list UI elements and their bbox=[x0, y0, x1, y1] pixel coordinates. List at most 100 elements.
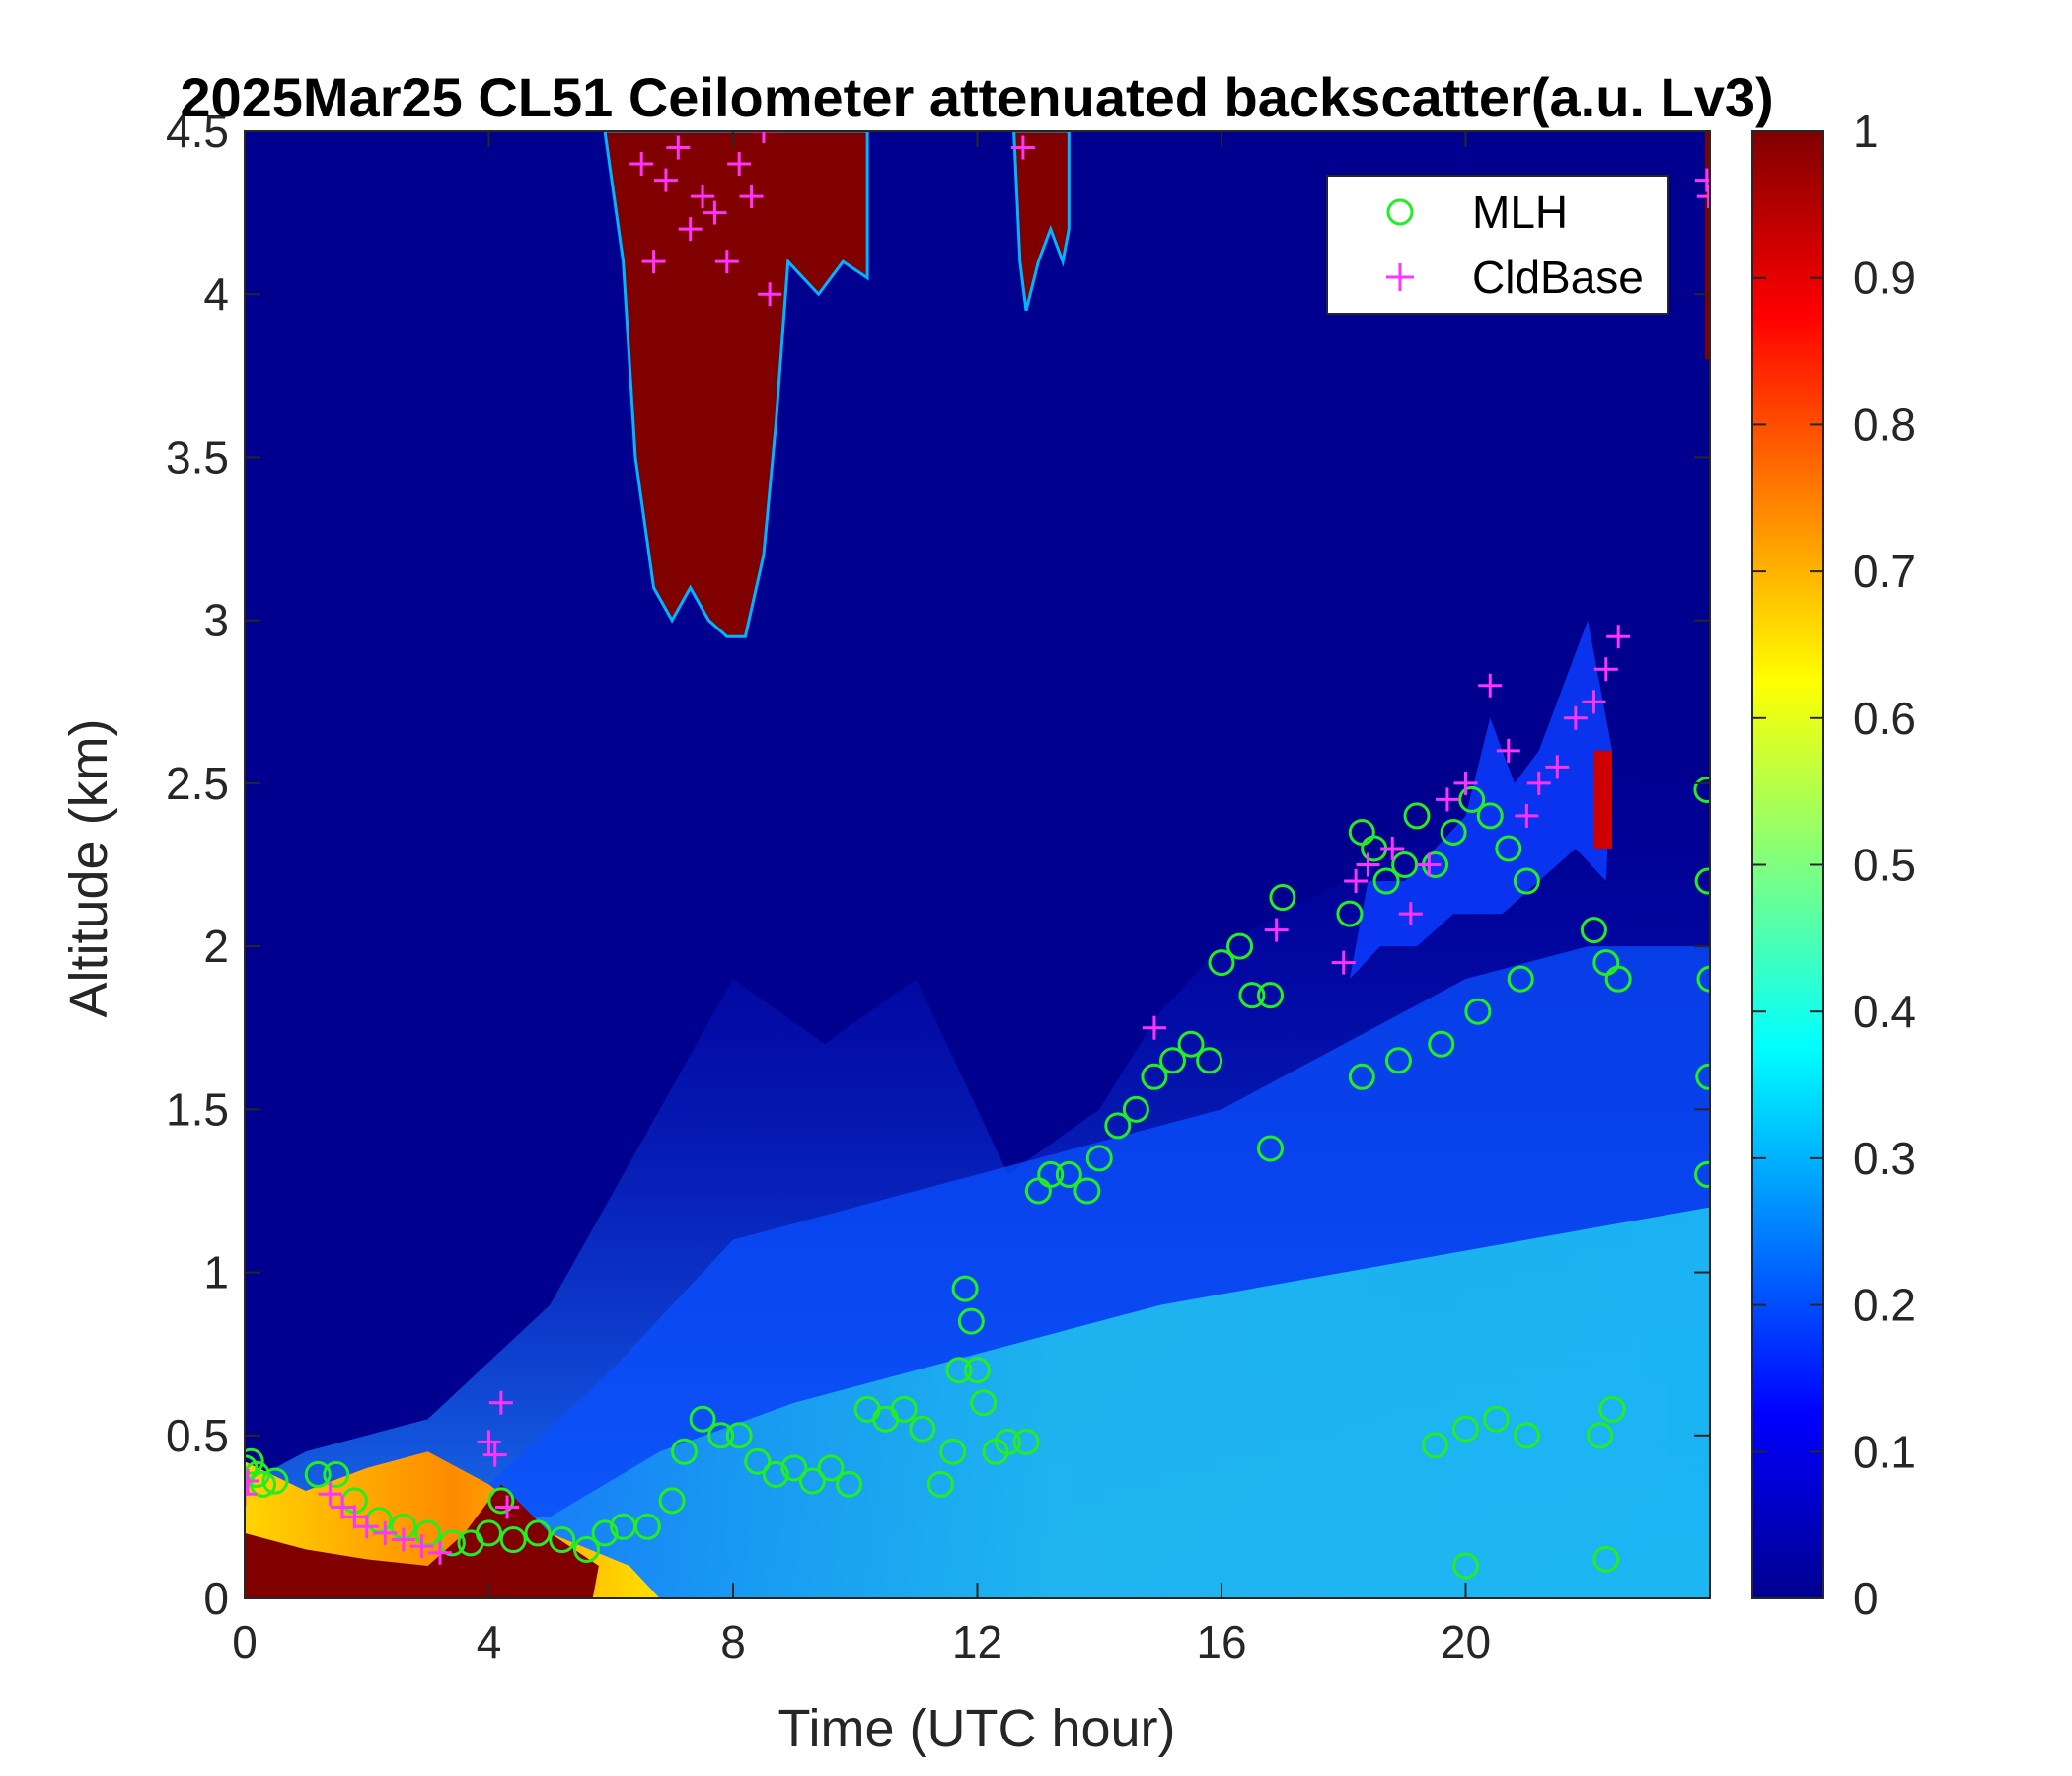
y-tick-label: 3.5 bbox=[166, 431, 229, 482]
colorbar-tick-label: 0.8 bbox=[1853, 399, 1916, 450]
cldbase-point bbox=[1593, 657, 1618, 682]
mlh-point bbox=[487, 1487, 515, 1515]
cldbase-point bbox=[488, 1390, 513, 1415]
mlh-point bbox=[476, 1519, 502, 1547]
colorbar: 0 0.1 0.2 0.3 0.4 0.5 0.6 0.7 0.8 0.9 1 bbox=[1751, 106, 1916, 1624]
cldbase-point bbox=[342, 1505, 367, 1529]
cldbase-point bbox=[1453, 771, 1478, 795]
y-tick-label: 2.5 bbox=[166, 758, 229, 809]
cldbase-markers bbox=[245, 131, 1710, 1565]
mlh-point bbox=[1495, 835, 1522, 862]
x-axis-label: Time (UTC hour) bbox=[777, 1699, 1175, 1758]
mlh-point bbox=[1694, 867, 1710, 895]
mlh-point bbox=[945, 1357, 973, 1384]
mlh-point bbox=[658, 1487, 686, 1515]
y-tick-label: 1 bbox=[203, 1247, 229, 1298]
cldbase-point bbox=[678, 217, 703, 242]
mlh-point bbox=[939, 1438, 967, 1465]
mlh-point bbox=[1372, 867, 1400, 895]
mlh-point bbox=[926, 1470, 954, 1498]
mlh-point bbox=[1012, 1428, 1040, 1455]
cldbase-point bbox=[1515, 803, 1539, 828]
mlh-point bbox=[1587, 1422, 1614, 1449]
mlh-point bbox=[1476, 802, 1504, 830]
mlh-point bbox=[1141, 1063, 1168, 1090]
mlh-point bbox=[1085, 1145, 1113, 1172]
colorbar-ticks: 0 0.1 0.2 0.3 0.4 0.5 0.6 0.7 0.8 0.9 1 bbox=[1752, 106, 1916, 1624]
mlh-point bbox=[245, 1447, 264, 1475]
upper-cloud-morning bbox=[603, 131, 869, 638]
cldbase-point bbox=[1331, 950, 1356, 975]
cldbase-point bbox=[482, 1443, 507, 1467]
cldbase-point bbox=[1398, 902, 1423, 926]
mlh-point bbox=[1507, 965, 1534, 993]
cldbase-point bbox=[373, 1520, 398, 1545]
mlh-point bbox=[1452, 1552, 1479, 1580]
mlh-point bbox=[573, 1535, 600, 1563]
chart-title: 2025Mar25 CL51 Ceilometer attenuated bac… bbox=[180, 66, 1773, 128]
cldbase-point bbox=[354, 1515, 379, 1539]
mlh-point bbox=[1694, 1160, 1710, 1188]
colorbar-tick-label: 0.6 bbox=[1853, 693, 1916, 744]
mlh-point bbox=[1055, 1160, 1082, 1188]
mlh-point bbox=[1464, 998, 1492, 1025]
colorbar-tick-label: 0.4 bbox=[1853, 986, 1916, 1037]
cldbase-point bbox=[751, 131, 776, 143]
mlh-point bbox=[1693, 777, 1710, 803]
x-tick-label: 0 bbox=[232, 1616, 258, 1667]
afternoon-cloud-core bbox=[1593, 750, 1612, 849]
mlh-point bbox=[1513, 867, 1540, 895]
mlh-point bbox=[304, 1460, 332, 1488]
mlh-point bbox=[1037, 1160, 1065, 1188]
mlh-point bbox=[689, 1405, 716, 1433]
cldbase-point bbox=[391, 1527, 415, 1552]
mlh-point bbox=[1336, 900, 1364, 927]
mlh-point bbox=[707, 1422, 735, 1449]
mlh-point bbox=[261, 1467, 289, 1495]
cldbase-point bbox=[1142, 1015, 1166, 1040]
mlh-point bbox=[1269, 884, 1296, 912]
cldbase-point bbox=[409, 1534, 434, 1559]
mlh-point bbox=[1159, 1047, 1186, 1074]
legend-mlh-label: MLH bbox=[1472, 186, 1568, 238]
colorbar-tick-label: 0.3 bbox=[1853, 1133, 1916, 1184]
mlh-markers bbox=[245, 777, 1710, 1580]
cldbase-point bbox=[739, 185, 764, 209]
mlh-point bbox=[1422, 1432, 1449, 1459]
mlh-point bbox=[1257, 1135, 1284, 1162]
mlh-point bbox=[1482, 1405, 1510, 1433]
mlh-point bbox=[836, 1470, 863, 1498]
legend-cldbase-label: CldBase bbox=[1472, 252, 1644, 303]
mlh-point bbox=[671, 1438, 698, 1465]
cldbase-point bbox=[477, 1430, 501, 1454]
cldbase-point bbox=[641, 250, 666, 274]
y-tick-label: 2 bbox=[203, 921, 229, 972]
x-tick-label: 12 bbox=[952, 1616, 1002, 1667]
mlh-point bbox=[1196, 1047, 1223, 1074]
colorbar-tick-label: 0 bbox=[1853, 1573, 1879, 1624]
surface-saturated-layer bbox=[245, 1484, 599, 1598]
mlh-point bbox=[1604, 965, 1632, 993]
upper-cloud-noon bbox=[1012, 131, 1071, 312]
mlh-point bbox=[1384, 1047, 1412, 1074]
mlh-point bbox=[798, 1467, 826, 1495]
cldbase-point bbox=[1582, 690, 1606, 714]
cldbase-point bbox=[245, 1482, 257, 1507]
mlh-point bbox=[1403, 802, 1431, 830]
colorbar-tick-label: 0.2 bbox=[1853, 1280, 1916, 1331]
mlh-point bbox=[245, 1454, 259, 1482]
cldbase-point bbox=[629, 152, 654, 177]
cldbase-point bbox=[1526, 771, 1551, 795]
legend-mlh-marker bbox=[1386, 198, 1414, 226]
mlh-point bbox=[1592, 1545, 1620, 1573]
colorbar-tick-label: 0.9 bbox=[1853, 253, 1916, 304]
cldbase-point bbox=[1606, 625, 1631, 649]
mlh-point bbox=[762, 1460, 789, 1488]
mlh-point bbox=[250, 1470, 277, 1498]
cldbase-point bbox=[714, 250, 739, 274]
mlh-point bbox=[1696, 965, 1710, 993]
mlh-point bbox=[549, 1526, 576, 1554]
mlh-point bbox=[1695, 1063, 1710, 1090]
late-upper-cloud bbox=[1705, 131, 1710, 360]
afternoon-cloud-band bbox=[1349, 620, 1612, 980]
